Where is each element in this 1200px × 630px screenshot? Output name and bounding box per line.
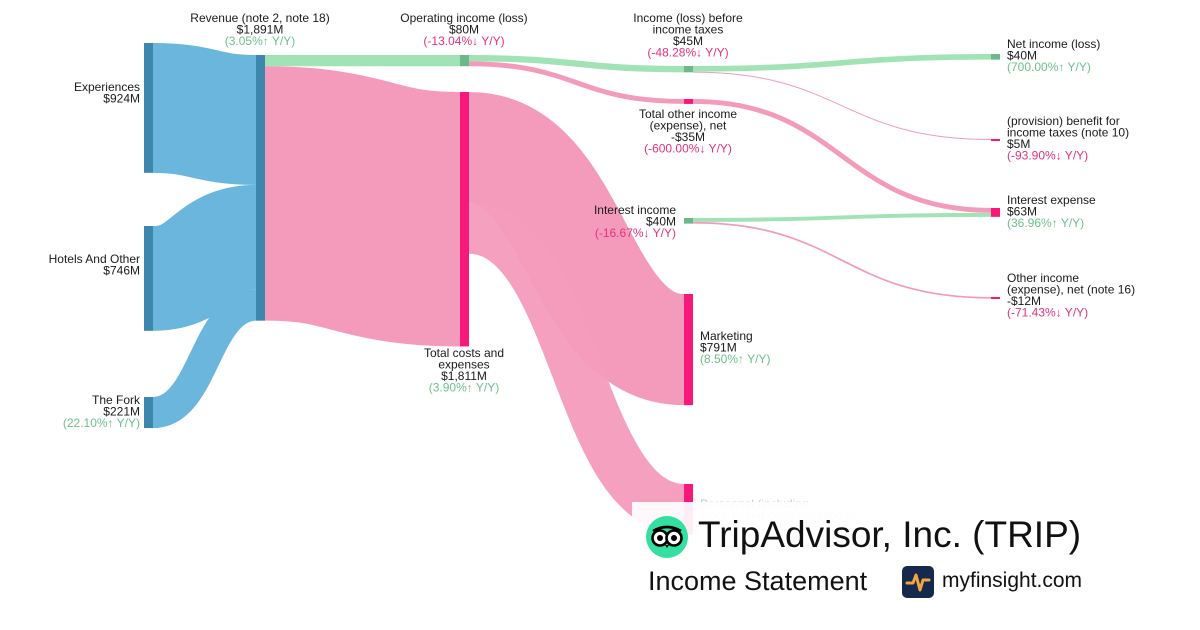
label-oie-name: Other income (expense), net (note 16) bbox=[1007, 271, 1135, 297]
sankey-links bbox=[149, 43, 992, 535]
node-costs bbox=[460, 92, 469, 347]
node-hot bbox=[144, 226, 153, 331]
label-intinc: Interest income $40M (-16.67%↓ Y/Y) bbox=[594, 203, 676, 240]
label-mkt-value: $791M bbox=[700, 341, 737, 355]
sankey-labels: Experiences $924M Hotels And Other $746M The… bbox=[49, 11, 1135, 523]
label-toi: Total other income (expense), net -$35M (-6… bbox=[639, 107, 737, 156]
link-ibt-to-net bbox=[692, 54, 992, 72]
label-ibt: Income (loss) before income taxes $45M (-48… bbox=[633, 11, 743, 60]
label-net-change: (700.00%↑ Y/Y) bbox=[1007, 60, 1091, 74]
link-opinc-to-ibt bbox=[468, 55, 685, 73]
label-intinc-value: $40M bbox=[646, 215, 676, 229]
label-intexp: Interest expense $63M (36.96%↑ Y/Y) bbox=[1007, 193, 1096, 230]
label-net: Net income (loss) $40M (700.00%↑ Y/Y) bbox=[1007, 37, 1100, 74]
label-intinc-change: (-16.67%↓ Y/Y) bbox=[595, 226, 676, 240]
label-opinc-value: $80M bbox=[449, 23, 479, 37]
company-title: TripAdvisor, Inc. (TRIP) bbox=[698, 514, 1082, 555]
label-exp-name: Experiences bbox=[74, 80, 140, 94]
node-net bbox=[991, 54, 1000, 60]
label-fork-name: The Fork bbox=[92, 393, 141, 407]
label-hot-name: Hotels And Other bbox=[49, 252, 140, 266]
link-rev-to-costs bbox=[262, 66, 463, 347]
label-exp: Experiences $924M bbox=[74, 80, 140, 106]
label-intexp-change: (36.96%↑ Y/Y) bbox=[1007, 216, 1084, 230]
label-costs-change: (3.90%↑ Y/Y) bbox=[429, 381, 499, 395]
link-fork-to-rev bbox=[150, 289, 259, 429]
label-opinc-name: Operating income (loss) bbox=[400, 11, 527, 25]
label-intinc-name: Interest income bbox=[594, 203, 676, 217]
label-opinc-change: (-13.04%↓ Y/Y) bbox=[423, 34, 504, 48]
label-mkt: Marketing $791M (8.50%↑ Y/Y) bbox=[700, 329, 770, 366]
label-toi-value: -$35M bbox=[671, 130, 705, 144]
label-hot-value: $746M bbox=[103, 264, 140, 278]
label-net-value: $40M bbox=[1007, 49, 1037, 63]
label-opinc: Operating income (loss) $80M (-13.04%↓ Y/Y… bbox=[400, 11, 527, 48]
node-opinc bbox=[460, 55, 469, 67]
link-hot-to-rev bbox=[149, 184, 260, 331]
node-rev bbox=[256, 55, 265, 321]
link-toi-to-intexp bbox=[692, 99, 992, 213]
label-costs: Total costs and expenses $1,811M (3.90%↑ Y/… bbox=[424, 346, 504, 395]
label-ibt-name: Income (loss) before income taxes bbox=[633, 11, 743, 37]
label-tax-name: (provision) benefit for income taxes (not… bbox=[1007, 114, 1129, 140]
link-intinc-to-intexp bbox=[692, 212, 992, 222]
label-mkt-name: Marketing bbox=[700, 329, 753, 343]
label-hot: Hotels And Other $746M bbox=[49, 252, 140, 278]
link-costs-to-pers bbox=[466, 203, 687, 535]
label-tax-change: (-93.90%↓ Y/Y) bbox=[1007, 149, 1088, 163]
link-costs-to-mkt bbox=[464, 92, 689, 406]
label-ibt-value: $45M bbox=[673, 34, 703, 48]
myfinsight-pulse-icon bbox=[902, 566, 934, 598]
label-toi-name: Total other income (expense), net bbox=[639, 107, 737, 133]
label-fork-value: $221M bbox=[103, 405, 140, 419]
label-rev-change: (3.05%↑ Y/Y) bbox=[225, 34, 295, 48]
label-rev: Revenue (note 2, note 18) $1,891M (3.05%↑ … bbox=[190, 11, 329, 48]
label-net-name: Net income (loss) bbox=[1007, 37, 1100, 51]
statement-title: Income Statement bbox=[648, 566, 868, 596]
node-tax bbox=[991, 139, 1000, 141]
label-oie-change: (-71.43%↓ Y/Y) bbox=[1007, 306, 1088, 320]
node-mkt bbox=[684, 294, 693, 406]
node-fork bbox=[144, 397, 153, 429]
label-tax-value: $5M bbox=[1007, 137, 1030, 151]
node-exp bbox=[144, 43, 153, 173]
label-oie: Other income (expense), net (note 16) -$12… bbox=[1007, 271, 1135, 320]
node-intexp bbox=[991, 208, 1000, 217]
label-oie-value: -$12M bbox=[1007, 294, 1041, 308]
node-toi bbox=[684, 99, 693, 104]
label-exp-value: $924M bbox=[103, 92, 140, 106]
label-intexp-name: Interest expense bbox=[1007, 193, 1096, 207]
label-fork-change: (22.10%↑ Y/Y) bbox=[63, 416, 140, 430]
label-toi-change: (-600.00%↓ Y/Y) bbox=[644, 142, 732, 156]
label-costs-name: Total costs and expenses bbox=[424, 346, 504, 372]
link-opinc-to-toi bbox=[468, 61, 685, 104]
label-mkt-change: (8.50%↑ Y/Y) bbox=[700, 352, 770, 366]
label-fork: The Fork $221M (22.10%↑ Y/Y) bbox=[63, 393, 141, 430]
node-intinc bbox=[684, 218, 693, 224]
label-rev-value: $1,891M bbox=[237, 23, 284, 37]
label-rev-name: Revenue (note 2, note 18) bbox=[190, 11, 329, 25]
node-oie bbox=[991, 297, 1000, 299]
link-ibt-to-tax bbox=[692, 71, 992, 140]
brand-panel: TripAdvisor, Inc. (TRIP) Income Statemen… bbox=[632, 502, 1102, 620]
site-name[interactable]: myfinsight.com bbox=[942, 569, 1083, 592]
link-intinc-to-oie bbox=[692, 221, 992, 299]
label-intexp-value: $63M bbox=[1007, 205, 1037, 219]
link-exp-to-rev bbox=[151, 43, 258, 185]
node-ibt bbox=[684, 66, 693, 73]
label-tax: (provision) benefit for income taxes (not… bbox=[1007, 114, 1129, 163]
label-ibt-change: (-48.28%↓ Y/Y) bbox=[647, 46, 728, 60]
label-costs-value: $1,811M bbox=[441, 369, 487, 383]
tripadvisor-owl-icon bbox=[646, 516, 688, 558]
